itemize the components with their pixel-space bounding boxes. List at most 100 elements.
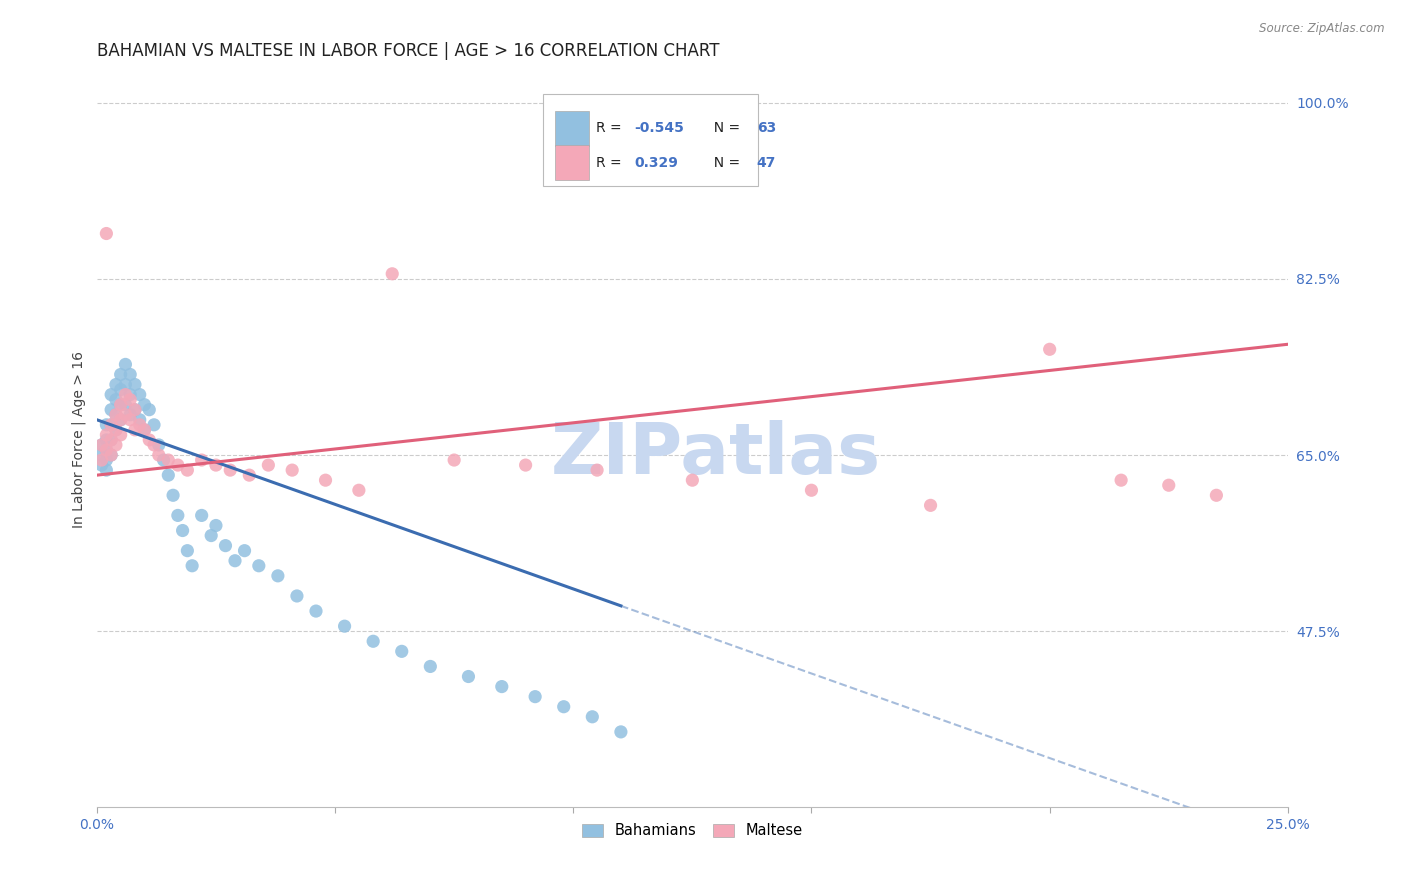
FancyBboxPatch shape: [555, 111, 589, 146]
Point: [120, 408, 142, 422]
Point: [100, 387, 122, 401]
Point: [457, 669, 479, 683]
Point: [219, 463, 242, 477]
Point: [205, 518, 228, 533]
Point: [96, 433, 118, 447]
FancyBboxPatch shape: [555, 145, 589, 180]
Text: R =: R =: [596, 156, 630, 169]
Point: [124, 402, 146, 417]
Point: [181, 558, 204, 573]
Point: [90, 453, 112, 467]
Point: [148, 438, 170, 452]
Point: [176, 463, 198, 477]
Point: [100, 417, 122, 432]
Point: [224, 554, 246, 568]
Point: [120, 392, 142, 407]
Point: [581, 710, 603, 724]
FancyBboxPatch shape: [544, 95, 758, 186]
Text: R =: R =: [596, 121, 626, 136]
Point: [104, 438, 127, 452]
Point: [1109, 473, 1132, 487]
Point: [610, 725, 633, 739]
Point: [361, 634, 384, 648]
Point: [134, 423, 156, 437]
Point: [114, 408, 136, 422]
Point: [491, 680, 513, 694]
Point: [152, 453, 174, 467]
Point: [120, 387, 142, 401]
Point: [515, 458, 537, 472]
Point: [281, 463, 304, 477]
Point: [114, 398, 136, 412]
Point: [176, 543, 198, 558]
Point: [128, 417, 150, 432]
Point: [1157, 478, 1180, 492]
Point: [391, 644, 413, 658]
Point: [90, 448, 112, 462]
Point: [166, 508, 188, 523]
Point: [96, 428, 118, 442]
Point: [100, 433, 122, 447]
Point: [96, 463, 118, 477]
Text: Source: ZipAtlas.com: Source: ZipAtlas.com: [1260, 22, 1385, 36]
Point: [381, 267, 404, 281]
Point: [100, 433, 122, 447]
Point: [143, 417, 166, 432]
Point: [200, 528, 222, 542]
Point: [128, 413, 150, 427]
Point: [124, 402, 146, 417]
Point: [96, 442, 118, 457]
Point: [96, 417, 118, 432]
Point: [104, 408, 127, 422]
Point: [110, 428, 132, 442]
Point: [138, 433, 160, 447]
Point: [333, 619, 356, 633]
Point: [681, 473, 703, 487]
Text: 47: 47: [756, 156, 776, 169]
Point: [128, 387, 150, 401]
Text: 0.329: 0.329: [634, 156, 678, 169]
Point: [419, 659, 441, 673]
Point: [96, 227, 118, 241]
Point: [157, 468, 180, 483]
Y-axis label: In Labor Force | Age > 16: In Labor Force | Age > 16: [72, 351, 86, 528]
Point: [347, 483, 370, 498]
Point: [100, 448, 122, 462]
Point: [172, 524, 194, 538]
Point: [114, 358, 136, 372]
Point: [443, 453, 465, 467]
Point: [120, 368, 142, 382]
Point: [148, 448, 170, 462]
Point: [586, 463, 609, 477]
Point: [90, 438, 112, 452]
Point: [800, 483, 823, 498]
Point: [124, 423, 146, 437]
Point: [114, 387, 136, 401]
Point: [524, 690, 547, 704]
Point: [553, 699, 575, 714]
Point: [157, 453, 180, 467]
Point: [214, 539, 236, 553]
Point: [920, 499, 942, 513]
Point: [238, 468, 260, 483]
Point: [166, 458, 188, 472]
Point: [96, 453, 118, 467]
Point: [100, 417, 122, 432]
Point: [305, 604, 328, 618]
Point: [1039, 343, 1062, 357]
Point: [134, 398, 156, 412]
Point: [96, 442, 118, 457]
Point: [90, 458, 112, 472]
Point: [110, 368, 132, 382]
Point: [110, 413, 132, 427]
Point: [114, 377, 136, 392]
Text: -0.545: -0.545: [634, 121, 683, 136]
Point: [205, 458, 228, 472]
Point: [267, 569, 290, 583]
Text: N =: N =: [706, 156, 745, 169]
Point: [90, 438, 112, 452]
Text: ZIPatlas: ZIPatlas: [551, 420, 882, 489]
Legend: Bahamians, Maltese: Bahamians, Maltese: [576, 818, 808, 844]
Point: [104, 392, 127, 407]
Point: [124, 377, 146, 392]
